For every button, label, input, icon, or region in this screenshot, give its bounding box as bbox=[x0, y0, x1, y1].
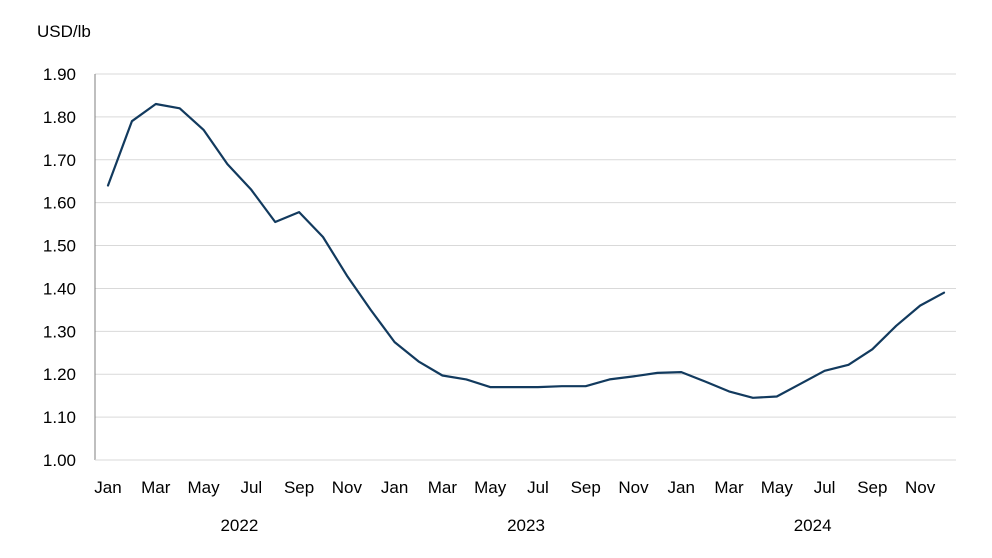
y-tick-label: 1.30 bbox=[43, 322, 76, 341]
y-tick-label: 1.10 bbox=[43, 408, 76, 427]
y-tick-label: 1.60 bbox=[43, 194, 76, 213]
y-tick-label: 1.20 bbox=[43, 365, 76, 384]
x-tick-label: Jan bbox=[94, 478, 121, 497]
gridlines bbox=[95, 73, 956, 418]
x-tick-labels: Jan Mar May Jul Sep Nov Jan Mar May Jul Sep Nov Jan M… bbox=[94, 478, 935, 497]
x-tick-label: May bbox=[187, 478, 220, 497]
x-tick-label: Sep bbox=[857, 478, 887, 497]
year-label: 2024 bbox=[794, 516, 832, 535]
year-label: 2022 bbox=[220, 516, 258, 535]
series-layer bbox=[106, 102, 946, 399]
x-tick-label: Jan bbox=[381, 478, 408, 497]
x-tick-label: Mar bbox=[141, 478, 171, 497]
x-tick-label: Sep bbox=[284, 478, 314, 497]
y-axis-unit-label: USD/lb bbox=[37, 22, 91, 41]
x-tick-label: May bbox=[761, 478, 794, 497]
year-label: 2023 bbox=[507, 516, 545, 535]
x-tick-label: Nov bbox=[905, 478, 936, 497]
y-tick-labels: 1.00 1.10 1.20 1.30 1.40 1.50 1.60 1.70 1.80 1.90 bbox=[43, 65, 76, 470]
year-labels: 2022 2023 2024 bbox=[220, 516, 831, 535]
x-tick-label: Jan bbox=[668, 478, 695, 497]
y-tick-label: 1.50 bbox=[43, 237, 76, 256]
y-tick-label: 1.40 bbox=[43, 279, 76, 298]
x-tick-label: Sep bbox=[571, 478, 601, 497]
x-tick-label: Nov bbox=[618, 478, 649, 497]
y-tick-label: 1.90 bbox=[43, 65, 76, 84]
y-tick-label: 1.00 bbox=[43, 451, 76, 470]
y-tick-label: 1.80 bbox=[43, 108, 76, 127]
x-tick-label: Mar bbox=[714, 478, 744, 497]
y-tick-label: 1.70 bbox=[43, 151, 76, 170]
series-line bbox=[106, 102, 946, 399]
x-tick-label: Nov bbox=[332, 478, 363, 497]
x-tick-label: Mar bbox=[428, 478, 458, 497]
x-tick-label: May bbox=[474, 478, 507, 497]
x-tick-label: Jul bbox=[240, 478, 262, 497]
x-tick-label: Jul bbox=[527, 478, 549, 497]
x-tick-label: Jul bbox=[814, 478, 836, 497]
